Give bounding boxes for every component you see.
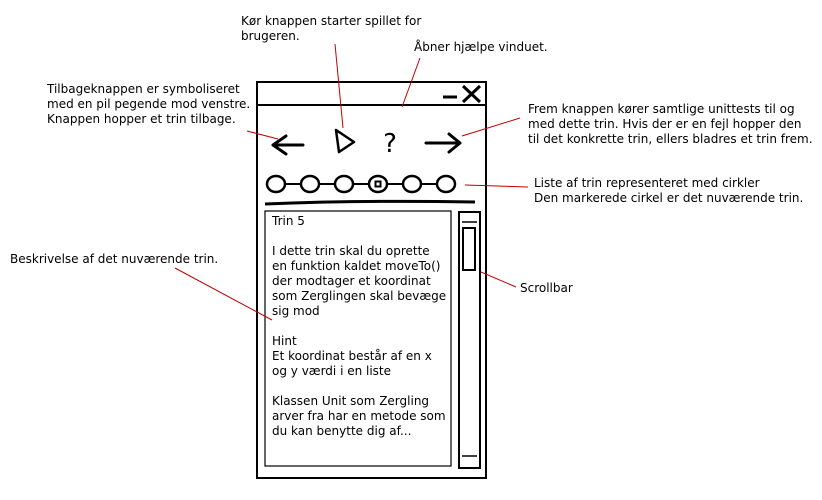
description-line: og y værdi i en liste <box>272 364 392 378</box>
annotation-line: Scrollbar <box>520 281 573 295</box>
annotation-line: Åbner hjælpe vinduet. <box>414 40 548 54</box>
annotation-run-button: Kør knappen starter spillet for brugeren. <box>241 14 421 44</box>
step-circle-2[interactable] <box>299 174 321 194</box>
annotation-line: Liste af trin representeret med cirkler <box>534 176 760 190</box>
annotation-line: brugeren. <box>241 29 300 43</box>
scrollbar-thumb[interactable] <box>462 227 476 271</box>
description-line: du kan benytte dig af... <box>272 424 412 438</box>
annotation-line: Kør knappen starter spillet for <box>241 14 422 28</box>
step-title: Trin 5 <box>272 214 305 228</box>
annotation-scrollbar: Scrollbar <box>520 281 573 296</box>
step-circle-3[interactable] <box>333 174 355 194</box>
current-step-marker <box>374 180 382 188</box>
annotation-line: med dette trin. Hvis der er en fejl hopp… <box>528 117 802 131</box>
pointer-forward <box>461 117 521 137</box>
annotation-forward-button: Frem knappen kører samtlige unittests ti… <box>528 102 813 147</box>
pointer-scrollbar <box>480 271 517 288</box>
step-description-text: Trin 5 I dette trin skal du oprette en fun… <box>272 214 452 439</box>
annotation-description: Beskrivelse af det nuværende trin. <box>10 252 218 267</box>
annotation-line: Tilbageknappen er symboliseret <box>47 82 240 96</box>
pointer-description <box>174 267 273 321</box>
annotation-line: Beskrivelse af det nuværende trin. <box>10 252 219 266</box>
annotation-help-button: Åbner hjælpe vinduet. <box>414 40 548 55</box>
description-line: som Zerglingen skal bevæge <box>272 289 447 303</box>
description-line <box>272 319 452 334</box>
annotation-step-list: Liste af trin representeret med cirkler D… <box>534 176 803 206</box>
scrollbar[interactable] <box>458 211 481 469</box>
forward-arrow-icon[interactable] <box>424 132 462 154</box>
close-icon[interactable] <box>461 84 482 104</box>
step-list-divider <box>264 199 476 206</box>
play-icon[interactable] <box>334 128 356 154</box>
annotation-line: Knappen hopper et trin tilbage. <box>47 112 236 126</box>
description-line: en funktion kaldet moveTo() <box>272 259 441 273</box>
help-icon[interactable]: ? <box>383 129 397 159</box>
pointer-run <box>334 43 344 129</box>
window-frame <box>256 81 487 479</box>
description-line: Hint <box>272 334 297 348</box>
description-line: Klassen Unit som Zergling <box>272 394 430 408</box>
annotation-line: Den markerede cirkel er det nuværende tr… <box>534 191 804 205</box>
back-arrow-icon[interactable] <box>271 134 305 156</box>
annotation-back-button: Tilbageknappen er symboliseret med en pil… <box>47 82 250 127</box>
step-circle-1[interactable] <box>265 174 287 194</box>
description-box <box>264 210 452 467</box>
annotation-line: til det konkrette trin, ellers bladres e… <box>528 132 813 146</box>
step-circle-4[interactable] <box>367 174 389 194</box>
step-circle-6[interactable] <box>435 174 457 194</box>
pointer-back <box>246 130 279 140</box>
step-circle-5[interactable] <box>401 174 423 194</box>
annotation-lines <box>174 43 529 321</box>
description-line <box>272 229 452 244</box>
annotation-line: med en pil pegende mod venstre. <box>47 97 251 111</box>
description-line: der modtager et koordinat <box>272 274 431 288</box>
pointer-steps <box>464 184 529 188</box>
pointer-help <box>401 57 421 108</box>
annotation-line: Frem knappen kører samtlige unittests ti… <box>528 102 795 116</box>
description-line: arver fra har en metode som <box>272 409 446 423</box>
description-line: sig mod <box>272 304 320 318</box>
description-line: I dette trin skal du oprette <box>272 244 430 258</box>
description-line <box>272 379 452 394</box>
step-list <box>265 174 457 194</box>
description-line: Et koordinat består af en x <box>272 349 432 363</box>
